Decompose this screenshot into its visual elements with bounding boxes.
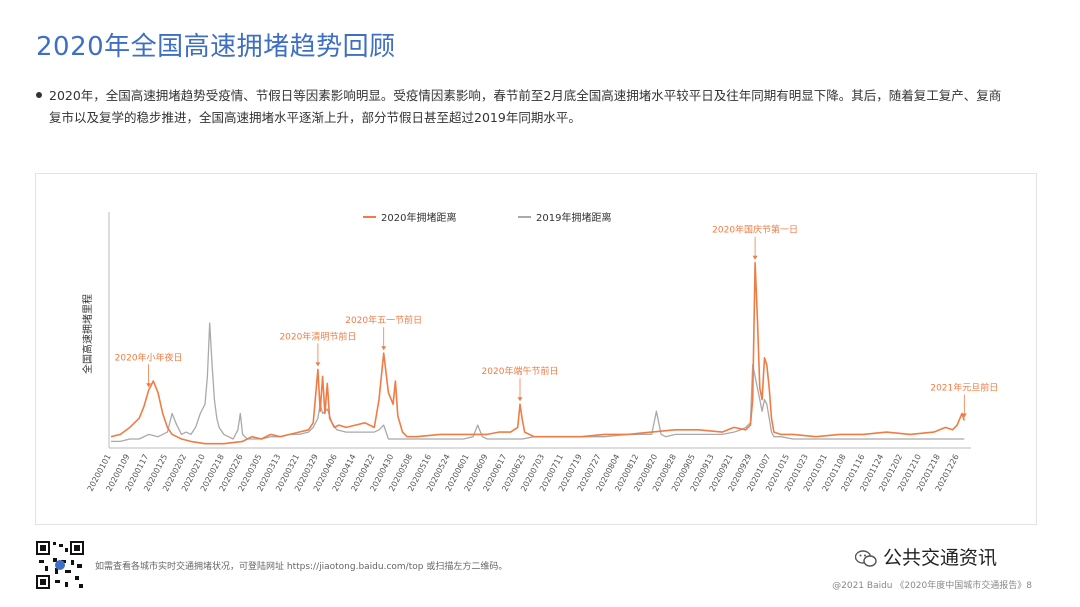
annotation-label: 2020年小年夜日 bbox=[115, 351, 183, 363]
page-title: 2020年全国高速拥堵趋势回顾 bbox=[36, 32, 396, 62]
annotation-arrowhead bbox=[517, 397, 523, 402]
annotation-5: 2021年元旦前日 bbox=[930, 382, 998, 418]
annotation-label: 2020年国庆节第一日 bbox=[712, 224, 798, 236]
qr-code bbox=[35, 540, 85, 590]
chart-panel: 全国高速拥堵里程 2020年拥堵距离 2019年拥堵距离 2020年小年夜日 20… bbox=[35, 173, 1037, 525]
y-axis-label: 全国高速拥堵里程 bbox=[81, 294, 94, 374]
annotation-arrowhead bbox=[381, 346, 387, 351]
series-line-s2019 bbox=[111, 322, 965, 443]
annotation-arrowhead bbox=[146, 383, 152, 388]
bullet-dot bbox=[36, 91, 42, 98]
series-line-s2020 bbox=[110, 261, 966, 445]
wechat-icon bbox=[855, 549, 877, 567]
congestion-line-chart: 全国高速拥堵里程 2020年拥堵距离 2019年拥堵距离 2020年小年夜日 20… bbox=[81, 211, 998, 493]
annotation-arrowhead bbox=[752, 255, 758, 260]
legend: 2020年拥堵距离 2019年拥堵距离 bbox=[363, 211, 611, 224]
summary-line-1: 2020年，全国高速拥堵趋势受疫情、节假日等因素影响明显。受疫情因素影响，春节前… bbox=[49, 88, 1002, 103]
summary-paragraph: 2020年，全国高速拥堵趋势受疫情、节假日等因素影响明显。受疫情因素影响，春节前… bbox=[36, 85, 1036, 129]
legend-label-2020: 2020年拥堵距离 bbox=[381, 211, 456, 224]
annotation-label: 2021年元旦前日 bbox=[930, 382, 998, 394]
annotation-label: 2020年清明节前日 bbox=[279, 330, 356, 342]
footer-note: 如需查看各城市实时交通拥堵状况，可登陆网址 https://jiaotong.b… bbox=[95, 562, 508, 572]
annotation-arrowhead bbox=[315, 362, 321, 367]
annotation-4: 2020年国庆节第一日 bbox=[712, 224, 798, 260]
brand-name: 公共交通资讯 bbox=[883, 547, 998, 569]
legend-label-2019: 2019年拥堵距离 bbox=[536, 211, 611, 224]
annotation-arrowhead bbox=[961, 413, 967, 418]
annotation-3: 2020年端午节前日 bbox=[482, 365, 559, 402]
annotation-0: 2020年小年夜日 bbox=[115, 351, 183, 388]
annotation-2: 2020年五一节前日 bbox=[345, 314, 422, 351]
copyright-note: @2021 Baidu 《2020年度中国城市交通报告》8 bbox=[832, 581, 1032, 591]
summary-line-2: 复市以及复学的稳步推进，全国高速拥堵水平逐渐上升，部分节假日甚至超过2019年同… bbox=[49, 110, 581, 125]
wechat-brand: 公共交通资讯 bbox=[855, 543, 997, 570]
annotation-1: 2020年清明节前日 bbox=[279, 330, 356, 367]
qr-code-image bbox=[35, 540, 85, 590]
annotation-label: 2020年端午节前日 bbox=[482, 365, 559, 377]
annotation-label: 2020年五一节前日 bbox=[345, 314, 422, 326]
